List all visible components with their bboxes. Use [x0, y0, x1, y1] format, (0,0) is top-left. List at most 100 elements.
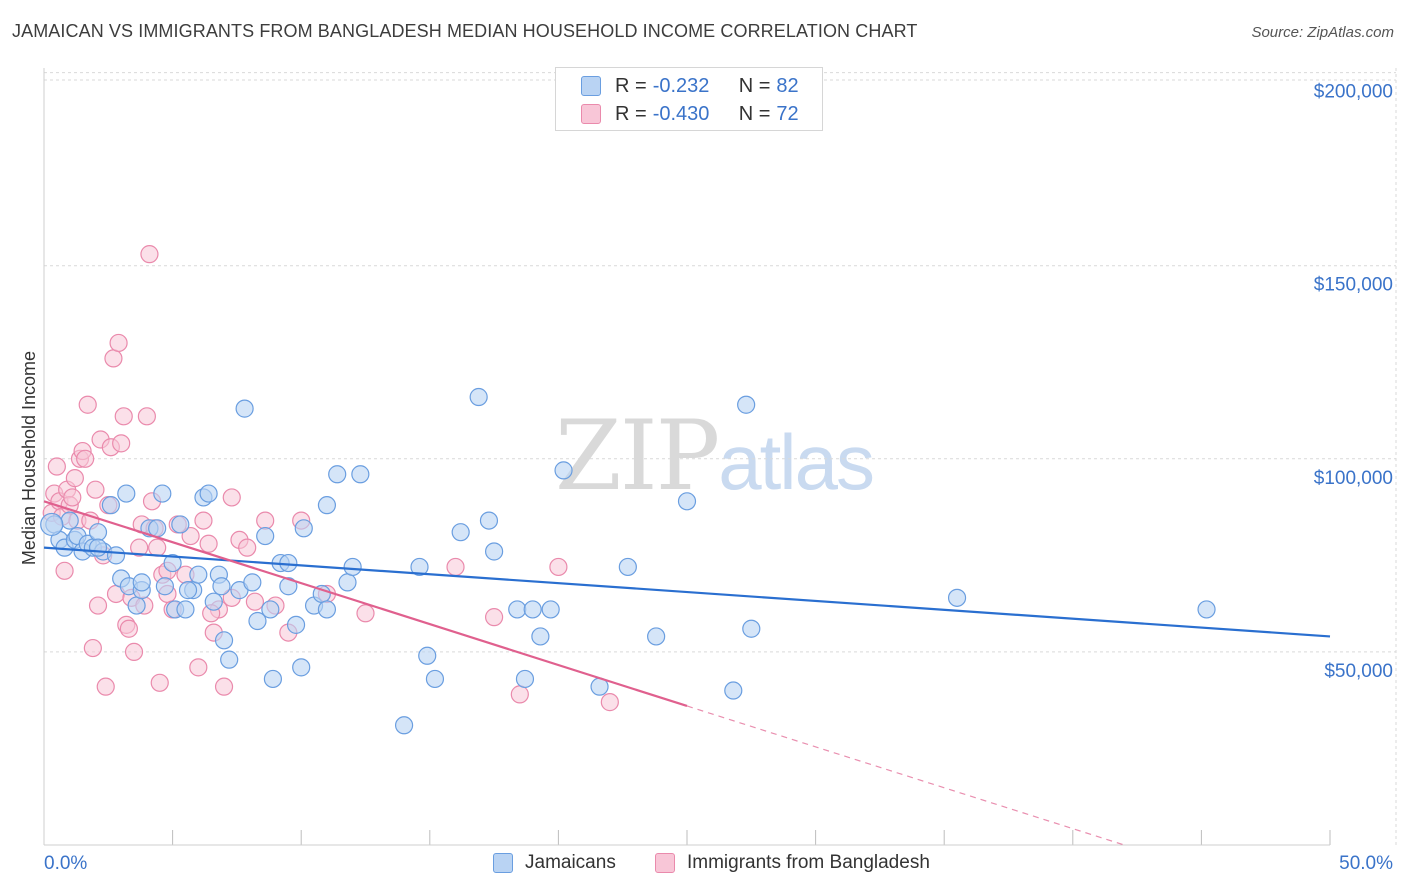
data-point-jamaican	[214, 631, 234, 650]
data-point-bangladesh	[65, 469, 84, 488]
tick-labels: $50,000 $100,000 $150,000 $200,000 0.0% 50.0%	[44, 82, 1393, 874]
data-point-bangladesh	[256, 511, 275, 530]
data-point-bangladesh	[600, 693, 619, 712]
legend-r-label: R =	[615, 74, 647, 97]
data-point-bangladesh	[124, 642, 144, 662]
data-point-jamaican	[106, 546, 126, 565]
legend-swatch-blue	[581, 76, 601, 96]
data-point-bangladesh	[199, 534, 218, 553]
data-point-jamaican	[338, 573, 357, 592]
data-point-jamaican	[523, 600, 542, 619]
legend-label-bangladesh: Immigrants from Bangladesh	[687, 852, 930, 873]
data-point-bangladesh	[150, 673, 169, 692]
data-point-jamaican	[212, 577, 231, 596]
data-point-jamaican	[317, 600, 337, 619]
data-point-bangladesh	[245, 592, 265, 611]
watermark-zip: ZIP	[555, 400, 720, 512]
data-point-bangladesh	[238, 538, 257, 557]
legend-item-bangladesh[interactable]: Immigrants from Bangladesh	[655, 852, 930, 874]
y-tick-label: $50,000	[1324, 661, 1393, 682]
data-point-bangladesh	[148, 538, 167, 557]
data-point-jamaican	[286, 615, 306, 634]
data-point-jamaican	[328, 465, 347, 484]
data-point-bangladesh	[96, 677, 115, 696]
legend-item-jamaicans[interactable]: Jamaicans	[493, 852, 616, 874]
data-point-jamaican	[178, 581, 198, 600]
series-jamaicans-points	[40, 387, 1216, 735]
data-point-bangladesh	[189, 658, 208, 677]
data-point-bangladesh	[485, 608, 504, 627]
data-point-jamaican	[724, 681, 743, 700]
legend-swatch-pink	[581, 104, 601, 124]
series-legend: Jamaicans Immigrants from Bangladesh	[0, 852, 1406, 878]
data-point-jamaican	[647, 627, 666, 646]
legend-row-bangladesh: R = -0.430 N = 72	[556, 100, 799, 128]
axis-layer	[43, 68, 1330, 846]
legend-row-jamaicans: R = -0.232 N = 82	[556, 72, 799, 100]
data-point-jamaican	[153, 484, 172, 503]
data-point-bangladesh	[114, 407, 133, 426]
data-point-bangladesh	[222, 488, 241, 507]
correlation-legend: R = -0.232 N = 82 R = -0.430 N = 72	[555, 67, 823, 131]
legend-n-label: N =	[738, 102, 771, 125]
data-point-jamaican	[204, 592, 223, 611]
data-point-jamaican	[127, 596, 146, 615]
data-point-jamaican	[40, 512, 64, 537]
data-point-jamaican	[88, 538, 108, 557]
data-point-bangladesh	[214, 677, 234, 696]
legend-n-label: N =	[738, 74, 771, 97]
data-point-bangladesh	[83, 638, 102, 658]
y-axis-label: Median Household Income	[19, 351, 39, 565]
data-point-jamaican	[155, 577, 174, 596]
legend-swatch-blue	[493, 853, 513, 873]
data-point-bangladesh	[181, 526, 200, 546]
data-point-jamaican	[279, 577, 298, 596]
data-point-bangladesh	[55, 561, 74, 580]
data-point-bangladesh	[78, 395, 97, 414]
data-point-jamaican	[235, 399, 254, 418]
data-point-jamaican	[263, 669, 283, 689]
data-point-jamaican	[256, 526, 275, 546]
data-point-jamaican	[394, 716, 414, 735]
data-point-bangladesh	[109, 333, 128, 353]
data-point-bangladesh	[119, 619, 138, 638]
data-point-jamaican	[220, 650, 239, 669]
data-point-bangladesh	[194, 511, 213, 530]
data-point-bangladesh	[356, 604, 375, 623]
data-point-jamaican	[479, 511, 499, 530]
data-point-jamaican	[351, 465, 370, 484]
data-point-bangladesh	[130, 538, 149, 557]
data-point-jamaican	[485, 542, 504, 561]
data-point-bangladesh	[86, 480, 105, 499]
data-point-jamaican	[418, 646, 437, 665]
data-point-jamaican	[176, 600, 195, 619]
data-point-bangladesh	[88, 596, 108, 615]
legend-r-value: -0.232	[652, 74, 710, 97]
data-point-jamaican	[171, 515, 190, 534]
data-point-jamaican	[189, 565, 208, 584]
data-point-jamaican	[163, 553, 182, 573]
legend-r-label: R =	[615, 102, 647, 125]
data-point-bangladesh	[510, 685, 529, 704]
data-point-jamaican	[410, 557, 429, 577]
trend-lines	[43, 500, 1331, 846]
data-point-jamaican	[243, 573, 262, 592]
data-point-jamaican	[554, 461, 573, 480]
legend-label-jamaicans: Jamaicans	[525, 852, 616, 873]
chart-title: JAMAICAN VS IMMIGRANTS FROM BANGLADESH M…	[12, 21, 918, 41]
data-point-bangladesh	[76, 449, 95, 468]
data-point-bangladesh	[112, 434, 131, 453]
x-tick-label: 0.0%	[44, 853, 87, 874]
data-point-jamaican	[737, 395, 756, 414]
y-tick-label: $150,000	[1314, 275, 1393, 296]
data-point-jamaican	[101, 496, 120, 515]
y-tick-label: $200,000	[1314, 82, 1393, 103]
data-point-jamaican	[132, 573, 151, 592]
data-point-jamaican	[1197, 600, 1216, 619]
watermark-atlas: atlas	[718, 418, 875, 506]
data-point-bangladesh	[549, 557, 568, 577]
x-tick-label: 50.0%	[1339, 853, 1393, 874]
data-point-jamaican	[618, 557, 637, 577]
trend-line-jamaicans	[43, 546, 1331, 638]
data-point-jamaican	[425, 669, 445, 689]
